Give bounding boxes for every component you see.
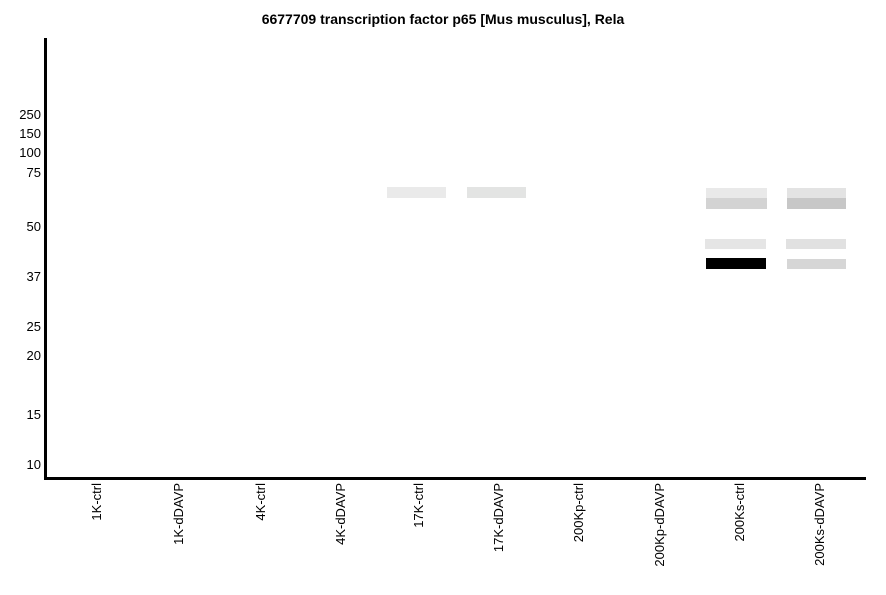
mw-marker-label: 10 (26, 457, 41, 472)
chart-title: 6677709 transcription factor p65 [Mus mu… (261, 11, 625, 27)
mw-marker-label: 75 (26, 165, 41, 180)
lane-label-text: 17K-dDAVP (491, 483, 506, 553)
lane-label-text: 200Ks-dDAVP (812, 483, 827, 566)
mw-marker-label: 100 (19, 145, 41, 160)
gel-band (387, 187, 446, 198)
mw-marker-label: 250 (19, 107, 41, 122)
mw-marker-label: 25 (26, 319, 41, 334)
mw-marker-label: 50 (26, 219, 41, 234)
gel-band (787, 188, 846, 198)
lane-label-text: 1K-ctrl (89, 483, 104, 521)
gel-band (467, 187, 526, 198)
mw-marker-label: 20 (26, 348, 41, 363)
gel-band (787, 198, 846, 209)
gel-band (706, 258, 766, 269)
mw-marker-label: 37 (26, 269, 41, 284)
lane-label-text: 200Ks-ctrl (732, 483, 747, 542)
mw-marker-label: 15 (26, 407, 41, 422)
x-axis-line (44, 477, 866, 480)
lane-label-text: 4K-ctrl (253, 483, 268, 521)
gel-band (705, 239, 766, 249)
lane-label-text: 4K-dDAVP (333, 483, 348, 545)
gel-band (706, 188, 767, 198)
gel-band (787, 259, 846, 269)
lane-label-text: 1K-dDAVP (171, 483, 186, 545)
y-axis-line (44, 38, 47, 480)
lane-label-text: 200Kp-dDAVP (652, 483, 667, 567)
lane-label-text: 17K-ctrl (411, 483, 426, 528)
mw-marker-label: 150 (19, 126, 41, 141)
gel-band (706, 198, 767, 209)
lane-label-text: 200Kp-ctrl (571, 483, 586, 543)
gel-band (786, 239, 846, 249)
